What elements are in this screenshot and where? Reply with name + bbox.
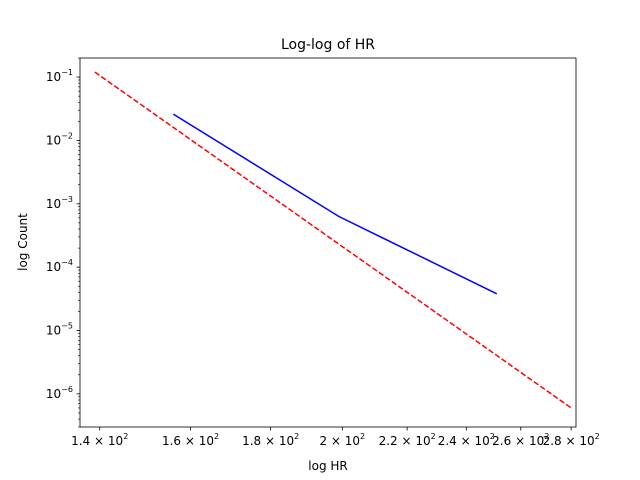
x-tick-label-8: 2.8 × 102: [543, 432, 600, 448]
y-tick-label-3: 10−4: [46, 258, 73, 274]
x-tick-label-6: 2.4 × 102: [438, 432, 495, 448]
y-tick-label-2: 10−5: [46, 322, 73, 338]
y-tick-label-1: 10−6: [46, 385, 73, 401]
x-axis-label: log HR: [308, 459, 347, 473]
series-line-1: [172, 113, 498, 295]
x-tick-label-4: 2 × 102: [319, 432, 365, 448]
plot-frame: [79, 57, 577, 428]
x-tick-label-2: 1.6 × 102: [162, 432, 219, 448]
x-tick-label-3: 1.8 × 102: [242, 432, 299, 448]
y-tick-label-4: 10−3: [46, 195, 73, 211]
x-tick-label-1: 1.4 × 102: [71, 432, 128, 448]
x-tick-label-7: 2.6 × 102: [492, 432, 549, 448]
y-axis-label: log Count: [16, 213, 30, 271]
y-tick-label-6: 10−1: [46, 68, 73, 84]
y-tick-layer: 10−6 10−5 10−4 10−3 10−2 10−1: [46, 57, 80, 428]
y-tick-label-5: 10−2: [46, 131, 73, 147]
series-line-2: [94, 71, 572, 409]
chart-title: Log-log of HR: [281, 37, 375, 53]
x-tick-label-5: 2.2 × 102: [379, 432, 436, 448]
x-tick-layer: 1.4 × 102 1.6 × 102 1.8 × 102 2 × 102 2.2 × …: [71, 427, 600, 448]
series-layer: [94, 71, 572, 409]
